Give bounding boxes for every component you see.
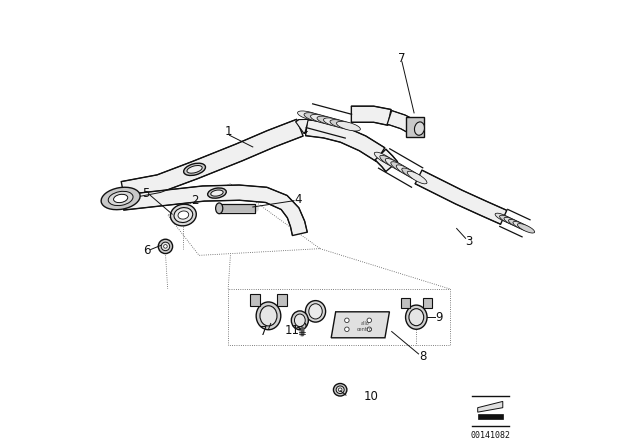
Polygon shape xyxy=(351,106,391,125)
Ellipse shape xyxy=(495,213,513,223)
Ellipse shape xyxy=(396,165,416,177)
Text: 2: 2 xyxy=(191,194,198,207)
Ellipse shape xyxy=(513,221,530,231)
Text: 9: 9 xyxy=(435,310,442,324)
Text: 7: 7 xyxy=(398,52,405,65)
Ellipse shape xyxy=(374,152,394,165)
Ellipse shape xyxy=(337,121,360,131)
Ellipse shape xyxy=(500,215,516,225)
Ellipse shape xyxy=(207,188,227,198)
Ellipse shape xyxy=(184,163,205,176)
Text: 6: 6 xyxy=(143,244,151,258)
Polygon shape xyxy=(121,119,303,199)
Ellipse shape xyxy=(305,301,326,322)
Ellipse shape xyxy=(178,211,189,219)
Ellipse shape xyxy=(170,204,196,226)
Ellipse shape xyxy=(115,195,127,202)
Ellipse shape xyxy=(409,309,424,326)
Ellipse shape xyxy=(415,122,424,135)
Ellipse shape xyxy=(304,113,328,122)
Ellipse shape xyxy=(291,311,308,330)
Ellipse shape xyxy=(256,302,281,330)
Ellipse shape xyxy=(101,187,140,210)
Polygon shape xyxy=(220,204,255,213)
Ellipse shape xyxy=(367,327,371,332)
Polygon shape xyxy=(375,149,397,172)
Ellipse shape xyxy=(339,388,342,392)
FancyBboxPatch shape xyxy=(401,298,410,308)
FancyBboxPatch shape xyxy=(278,294,287,306)
Ellipse shape xyxy=(402,168,422,181)
Ellipse shape xyxy=(391,162,410,174)
Ellipse shape xyxy=(336,386,344,394)
Ellipse shape xyxy=(344,327,349,332)
Ellipse shape xyxy=(509,220,525,229)
Ellipse shape xyxy=(380,155,399,168)
Polygon shape xyxy=(305,120,385,161)
Ellipse shape xyxy=(298,111,321,121)
Ellipse shape xyxy=(161,242,170,251)
Text: 7: 7 xyxy=(260,325,268,338)
Ellipse shape xyxy=(113,194,128,202)
Ellipse shape xyxy=(298,323,306,329)
Ellipse shape xyxy=(310,114,335,124)
Polygon shape xyxy=(296,119,308,134)
Ellipse shape xyxy=(108,191,133,206)
FancyBboxPatch shape xyxy=(250,294,260,306)
Polygon shape xyxy=(122,185,307,236)
Text: 4: 4 xyxy=(295,193,302,206)
Ellipse shape xyxy=(385,159,405,171)
Ellipse shape xyxy=(158,239,173,254)
Ellipse shape xyxy=(294,314,305,327)
FancyBboxPatch shape xyxy=(423,298,432,308)
Ellipse shape xyxy=(407,171,427,184)
Ellipse shape xyxy=(164,245,167,248)
Ellipse shape xyxy=(211,190,223,196)
Ellipse shape xyxy=(174,207,193,223)
Text: 00141082: 00141082 xyxy=(470,431,510,440)
Ellipse shape xyxy=(216,203,223,214)
Ellipse shape xyxy=(517,224,534,233)
Text: 11: 11 xyxy=(285,323,300,337)
Ellipse shape xyxy=(367,318,371,323)
Ellipse shape xyxy=(406,305,427,329)
Polygon shape xyxy=(477,401,503,412)
Ellipse shape xyxy=(317,116,341,126)
Text: centro: centro xyxy=(357,327,372,332)
FancyBboxPatch shape xyxy=(406,117,424,137)
Text: 1: 1 xyxy=(225,125,232,138)
Text: 5: 5 xyxy=(143,187,150,200)
Polygon shape xyxy=(332,312,389,338)
Ellipse shape xyxy=(260,306,277,326)
Polygon shape xyxy=(387,111,413,132)
Ellipse shape xyxy=(187,165,202,173)
Text: 10: 10 xyxy=(364,390,379,403)
Polygon shape xyxy=(415,170,507,224)
Polygon shape xyxy=(477,414,503,419)
Text: 8: 8 xyxy=(419,349,427,363)
Ellipse shape xyxy=(330,120,354,129)
Ellipse shape xyxy=(344,318,349,323)
Text: allo: allo xyxy=(360,321,369,327)
Ellipse shape xyxy=(333,383,347,396)
Ellipse shape xyxy=(308,304,323,319)
Ellipse shape xyxy=(504,217,521,227)
Ellipse shape xyxy=(323,118,348,128)
Text: 3: 3 xyxy=(465,234,472,248)
